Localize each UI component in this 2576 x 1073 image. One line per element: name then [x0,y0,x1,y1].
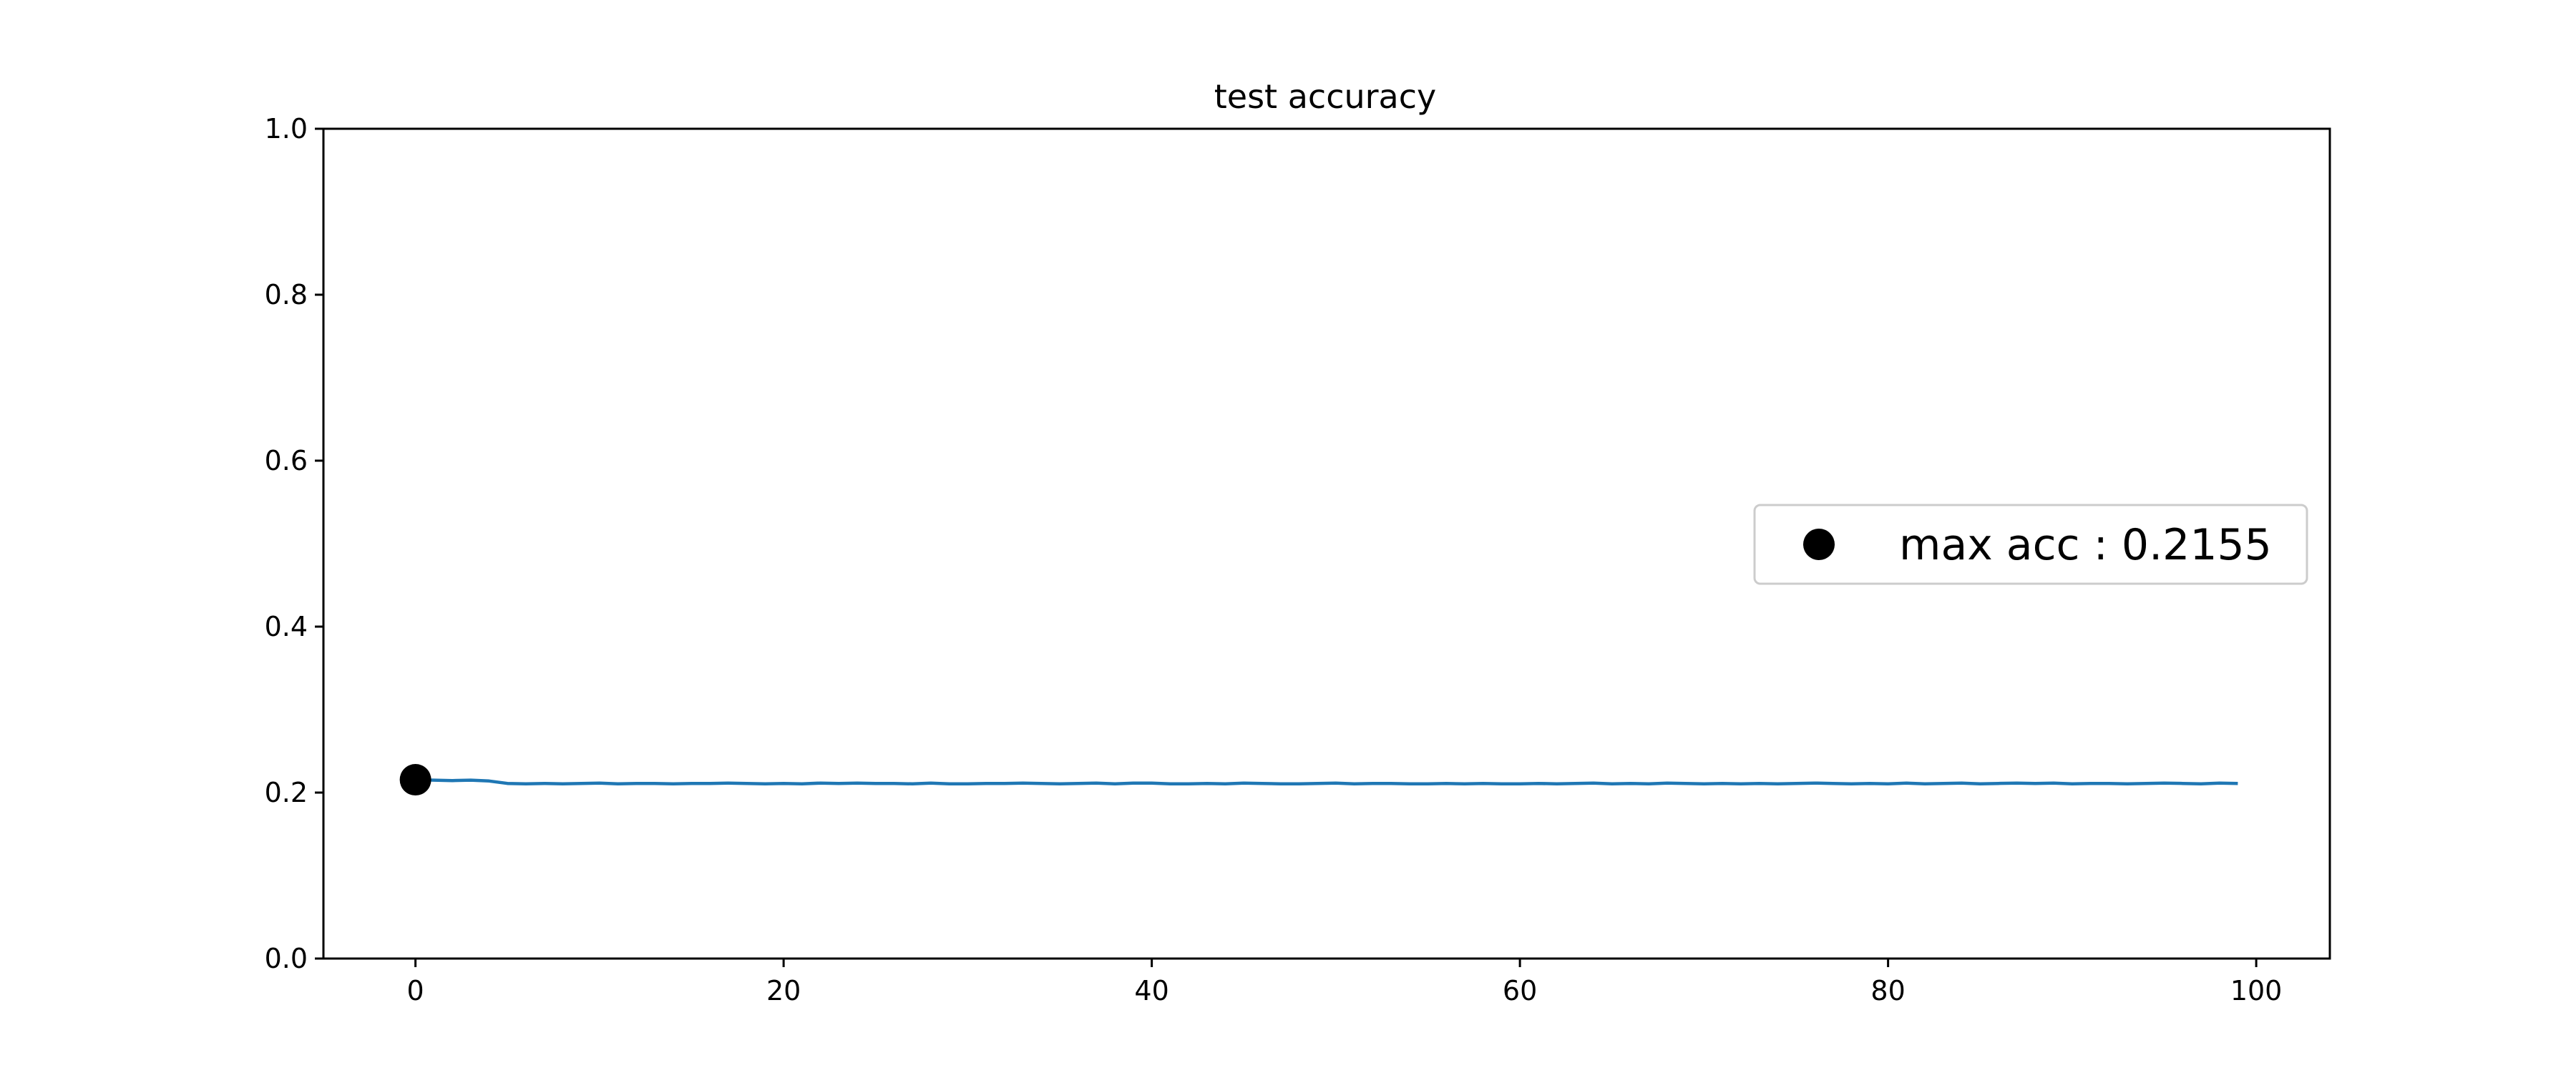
legend-box [1753,504,2308,585]
accuracy-line [415,778,2238,786]
y-tick-label: 0.2 [265,777,308,808]
x-tick-label: 100 [2230,975,2283,1006]
x-tick-label: 60 [1503,975,1537,1006]
y-tick-label: 0.0 [265,943,308,974]
plot-frame [322,127,2331,960]
y-tick-label: 0.6 [265,445,308,476]
legend-label: max acc : 0.2155 [1899,520,2272,570]
x-tick-label: 80 [1870,975,1905,1006]
chart-title: test accuracy [1214,77,1437,116]
x-tick-label: 40 [1134,975,1169,1006]
y-tick-label: 0.4 [265,611,308,642]
legend-marker [1803,529,1835,560]
x-tick-label: 0 [407,975,424,1006]
y-tick-label: 0.8 [265,279,308,310]
x-tick-label: 20 [766,975,801,1006]
max-acc-point [399,764,431,796]
y-tick-label: 1.0 [265,113,308,144]
